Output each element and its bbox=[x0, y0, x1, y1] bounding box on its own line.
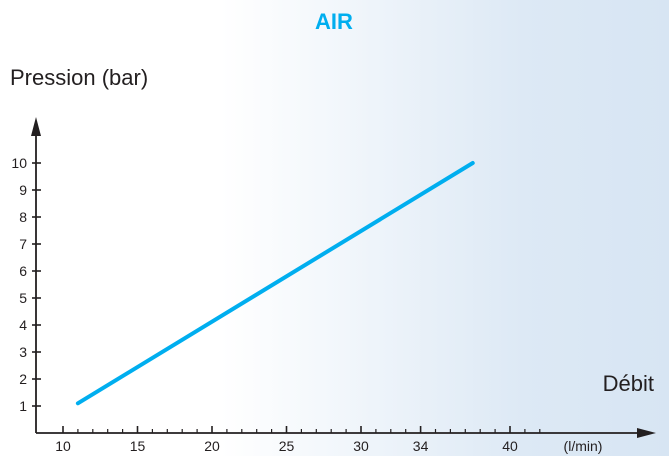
y-tick-label: 2 bbox=[19, 371, 27, 387]
y-tick-label: 3 bbox=[19, 344, 27, 360]
x-axis-label: Débit bbox=[603, 371, 654, 396]
series-line bbox=[75, 161, 475, 406]
x-tick-label: 20 bbox=[204, 438, 220, 454]
x-tick-label: 15 bbox=[130, 438, 146, 454]
y-tick-label: 4 bbox=[19, 317, 27, 333]
x-axis-unit-label: (l/min) bbox=[564, 438, 603, 454]
y-tick-label: 6 bbox=[19, 263, 27, 279]
y-tick-label: 9 bbox=[19, 182, 27, 198]
y-tick-label: 7 bbox=[19, 236, 27, 252]
x-axis-arrowhead bbox=[637, 428, 656, 438]
x-tick-label: 10 bbox=[55, 438, 71, 454]
chart-title: AIR bbox=[315, 9, 353, 34]
x-minor-ticks-group bbox=[77, 429, 541, 433]
x-tick-label: 30 bbox=[353, 438, 369, 454]
y-axis-arrowhead bbox=[31, 117, 41, 136]
y-ticks-group: 1 2 3 4 5 6 7 8 9 10 bbox=[11, 155, 41, 414]
x-tick-label: 25 bbox=[279, 438, 295, 454]
y-tick-label: 5 bbox=[19, 290, 27, 306]
y-axis-label: Pression (bar) bbox=[10, 65, 148, 90]
x-ticks-group: 10 15 20 25 30 34 40 bbox=[55, 426, 518, 454]
x-tick-label: 34 bbox=[413, 438, 429, 454]
y-tick-label: 8 bbox=[19, 209, 27, 225]
y-tick-label: 1 bbox=[19, 398, 27, 414]
x-tick-label: 40 bbox=[502, 438, 518, 454]
series-group bbox=[75, 161, 475, 406]
y-tick-label: 10 bbox=[11, 155, 27, 171]
